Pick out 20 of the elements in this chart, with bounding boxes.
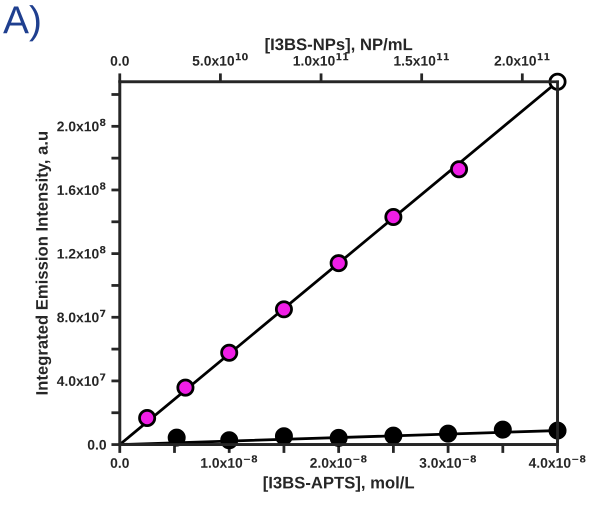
- x2-tick-label: 5.0x10$^{10}$: [192, 53, 248, 66]
- x2-axis-title: [I3BS-NPs], NP/mL: [266, 38, 412, 54]
- x2-tick-label: 0.0: [110, 56, 129, 66]
- x2-tick-label: 1.0x10$^{11}$: [294, 53, 348, 66]
- y-tick-label: 0.0: [88, 440, 106, 450]
- y-axis-title: Integrated Emission Intensity, a.u: [36, 132, 52, 394]
- x2-tick-label: 1.5x10$^{11}$: [394, 53, 449, 66]
- y-tick-label: 8.0x10$^{7}$: [57, 310, 106, 322]
- x-tick-label: 3.0x10$^{−8}$: [419, 455, 476, 468]
- x-tick-label: 0.0: [110, 458, 129, 468]
- x-tick-label: 2.0x10$^{−8}$: [310, 455, 367, 468]
- y-tick-label: 1.6x10$^{8}$: [58, 182, 106, 196]
- x-tick-label: 4.0x10$^{−8}$: [528, 455, 586, 468]
- y-tick-label: 1.2x10$^{8}$: [58, 246, 106, 259]
- x2-tick-label: 2.0x10$^{11}$: [494, 53, 550, 66]
- x-tick-label: 1.0x10$^{−8}$: [201, 455, 258, 468]
- x-axis-title: [I3BS-APTS], mol/L: [264, 476, 414, 492]
- y-tick-label: 4.0x10$^{7}$: [56, 373, 106, 386]
- text: A): [3, 5, 40, 42]
- y-tick-label: 2.0x10$^{8}$: [57, 118, 106, 132]
